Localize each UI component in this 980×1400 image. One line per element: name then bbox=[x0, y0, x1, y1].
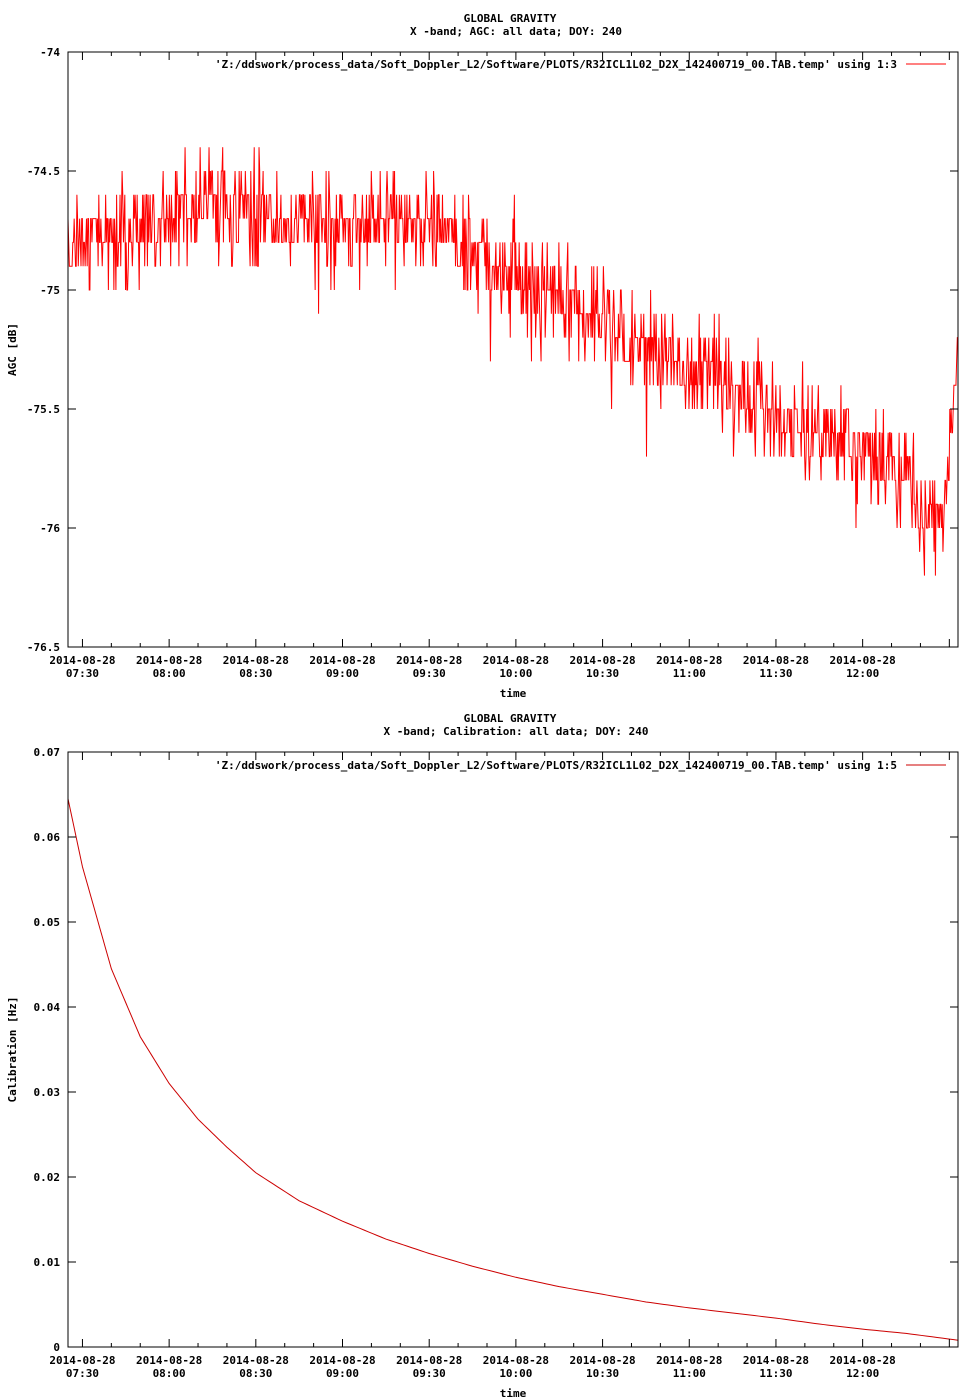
x-tick-time-label: 10:30 bbox=[586, 667, 619, 680]
x-tick-time-label: 12:00 bbox=[846, 1367, 879, 1380]
x-tick-time-label: 09:30 bbox=[413, 1367, 446, 1380]
x-tick-time-label: 11:00 bbox=[673, 667, 706, 680]
x-tick-date-label: 2014-08-28 bbox=[483, 654, 549, 667]
x-tick-time-label: 10:30 bbox=[586, 1367, 619, 1380]
x-axis-label: time bbox=[500, 1387, 527, 1400]
y-tick-label: 0.04 bbox=[34, 1001, 61, 1014]
x-tick-time-label: 12:00 bbox=[846, 667, 879, 680]
y-tick-label: 0.01 bbox=[34, 1256, 61, 1269]
y-tick-label: -74 bbox=[40, 46, 60, 59]
x-tick-time-label: 08:00 bbox=[153, 1367, 186, 1380]
x-tick-date-label: 2014-08-28 bbox=[743, 654, 809, 667]
x-tick-time-label: 09:30 bbox=[413, 667, 446, 680]
y-tick-label: -74.5 bbox=[27, 165, 60, 178]
x-tick-time-label: 11:30 bbox=[759, 667, 792, 680]
x-tick-time-label: 09:00 bbox=[326, 1367, 359, 1380]
legend-label: 'Z:/ddswork/process_data/Soft_Doppler_L2… bbox=[215, 759, 897, 772]
y-tick-label: 0.07 bbox=[34, 746, 61, 759]
x-tick-time-label: 07:30 bbox=[66, 667, 99, 680]
data-series-line bbox=[67, 798, 959, 1341]
x-tick-time-label: 11:30 bbox=[759, 1367, 792, 1380]
x-tick-date-label: 2014-08-28 bbox=[136, 654, 202, 667]
x-tick-date-label: 2014-08-28 bbox=[223, 1354, 289, 1367]
chart-title: GLOBAL GRAVITY bbox=[464, 712, 557, 725]
y-tick-label: 0.02 bbox=[34, 1171, 61, 1184]
y-tick-label: -76.5 bbox=[27, 641, 60, 654]
y-tick-label: -75 bbox=[40, 284, 60, 297]
x-tick-time-label: 10:00 bbox=[499, 1367, 532, 1380]
y-tick-label: 0.05 bbox=[34, 916, 61, 929]
x-tick-date-label: 2014-08-28 bbox=[223, 654, 289, 667]
chart-subtitle: X -band; Calibration: all data; DOY: 240 bbox=[384, 725, 649, 738]
x-tick-time-label: 11:00 bbox=[673, 1367, 706, 1380]
x-tick-date-label: 2014-08-28 bbox=[569, 654, 635, 667]
x-tick-date-label: 2014-08-28 bbox=[830, 654, 896, 667]
y-tick-label: -75.5 bbox=[27, 403, 60, 416]
y-axis-label: Calibration [Hz] bbox=[6, 997, 19, 1103]
x-tick-date-label: 2014-08-28 bbox=[49, 654, 115, 667]
x-tick-date-label: 2014-08-28 bbox=[396, 1354, 462, 1367]
plot-frame bbox=[67, 751, 959, 1348]
y-tick-label: 0 bbox=[53, 1341, 60, 1354]
x-tick-date-label: 2014-08-28 bbox=[136, 1354, 202, 1367]
x-tick-time-label: 09:00 bbox=[326, 667, 359, 680]
x-tick-date-label: 2014-08-28 bbox=[830, 1354, 896, 1367]
x-tick-date-label: 2014-08-28 bbox=[483, 1354, 549, 1367]
x-tick-date-label: 2014-08-28 bbox=[49, 1354, 115, 1367]
x-axis-label: time bbox=[500, 687, 527, 700]
x-tick-date-label: 2014-08-28 bbox=[309, 654, 375, 667]
x-tick-date-label: 2014-08-28 bbox=[309, 1354, 375, 1367]
y-tick-label: -76 bbox=[40, 522, 60, 535]
x-tick-date-label: 2014-08-28 bbox=[743, 1354, 809, 1367]
data-series-line bbox=[67, 147, 958, 576]
x-tick-time-label: 08:00 bbox=[153, 667, 186, 680]
plot-frame bbox=[67, 51, 959, 648]
x-tick-time-label: 08:30 bbox=[239, 1367, 272, 1380]
y-tick-label: 0.06 bbox=[34, 831, 61, 844]
x-tick-time-label: 07:30 bbox=[66, 1367, 99, 1380]
x-tick-date-label: 2014-08-28 bbox=[569, 1354, 635, 1367]
x-tick-time-label: 08:30 bbox=[239, 667, 272, 680]
x-tick-time-label: 10:00 bbox=[499, 667, 532, 680]
chart-title: GLOBAL GRAVITY bbox=[464, 12, 557, 25]
x-tick-date-label: 2014-08-28 bbox=[656, 654, 722, 667]
y-tick-label: 0.03 bbox=[34, 1086, 61, 1099]
legend-label: 'Z:/ddswork/process_data/Soft_Doppler_L2… bbox=[215, 58, 897, 71]
x-tick-date-label: 2014-08-28 bbox=[396, 654, 462, 667]
y-axis-label: AGC [dB] bbox=[6, 323, 19, 376]
chart-subtitle: X -band; AGC: all data; DOY: 240 bbox=[410, 25, 622, 38]
x-tick-date-label: 2014-08-28 bbox=[656, 1354, 722, 1367]
